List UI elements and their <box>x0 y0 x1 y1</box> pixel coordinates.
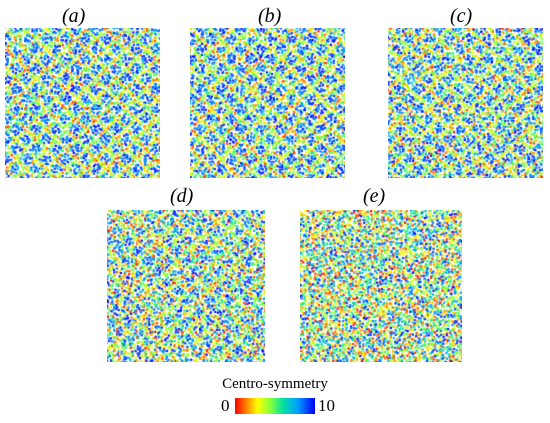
colorbar-max-label: 10 <box>318 396 335 415</box>
colorbar <box>235 398 315 414</box>
panel-label-d: (d) <box>170 185 194 207</box>
colorbar-min-label: 0 <box>221 396 230 415</box>
panel-label-b: (b) <box>258 5 282 27</box>
atom-panel-d <box>107 210 265 362</box>
panel-label-e: (e) <box>363 185 386 207</box>
atom-panel-b <box>190 28 345 178</box>
panel-label-c: (c) <box>450 5 473 27</box>
colorbar-title: Centro-symmetry <box>222 376 328 392</box>
atom-panel-e <box>300 210 462 362</box>
panel-label-a: (a) <box>62 5 86 27</box>
atom-panel-a <box>5 28 160 178</box>
atom-panel-c <box>388 28 543 178</box>
